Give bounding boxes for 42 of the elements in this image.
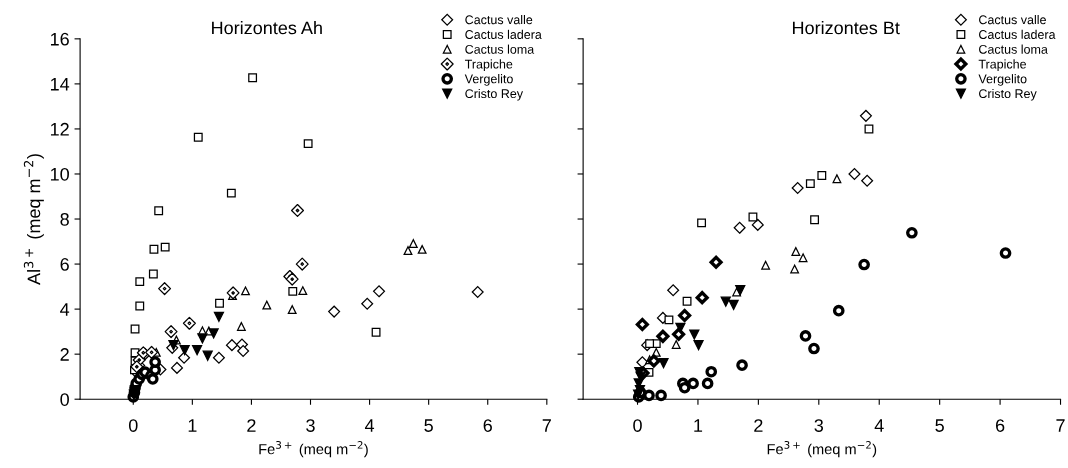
x-tick-label: 7 (542, 419, 551, 432)
x-tick-label: 6 (483, 419, 492, 432)
chart-title: Horizontes Ah (212, 21, 322, 35)
x-tick-label: 3 (306, 419, 315, 432)
chart-title: Horizontes Bt (792, 21, 900, 35)
legend-label: Cactus ladera (465, 29, 542, 39)
x-tick-label: 2 (754, 419, 763, 432)
y-axis-title: Al$^{3+}$ (meq m$^{−2}$) (23, 154, 44, 285)
legend-label: Cactus ladera (979, 29, 1056, 39)
legend-label: Cactus valle (979, 15, 1046, 25)
x-tick-label: 2 (247, 419, 256, 432)
legend-label: Cactus loma (465, 44, 535, 54)
x-tick-label: 4 (874, 419, 884, 432)
x-tick-label: 5 (935, 419, 944, 432)
x-tick-label: 7 (1056, 419, 1065, 432)
y-tick-label: 12 (50, 122, 69, 136)
legend-label: Cristo Rey (465, 88, 524, 101)
y-tick-label: 10 (50, 167, 69, 181)
x-tick-label: 1 (694, 419, 703, 432)
x-tick-label: 4 (364, 419, 375, 432)
x-axis-title: Fe$^{3+}$ (meq m$^{−2}$) (767, 441, 877, 458)
y-tick-label: 14 (50, 78, 70, 91)
legend-label: Cactus loma (979, 44, 1048, 54)
legend-label: Cactus valle (465, 15, 533, 25)
legend-label: Vergelito (978, 74, 1027, 86)
y-tick-label: 2 (60, 348, 69, 361)
y-tick-label: 0 (60, 393, 69, 406)
x-tick-label: 1 (188, 419, 197, 432)
legend-label: Trapiche (464, 59, 513, 71)
legend-label: Cristo Rey (979, 88, 1037, 101)
y-tick-label: 8 (60, 212, 69, 226)
x-tick-label: 6 (995, 419, 1005, 432)
y-tick-label: 4 (60, 303, 70, 316)
x-tick-label: 5 (424, 419, 433, 432)
x-tick-label: 0 (633, 419, 642, 432)
x-tick-label: 3 (814, 419, 824, 432)
legend-label: Vergelito (464, 74, 513, 86)
legend-label: Trapiche (978, 59, 1027, 71)
x-tick-label: 0 (128, 419, 138, 432)
y-tick-label: 6 (60, 258, 69, 271)
y-tick-label: 16 (50, 32, 69, 46)
x-axis-title: Fe$^{3+}$ (meq m$^{−2}$) (259, 441, 368, 458)
